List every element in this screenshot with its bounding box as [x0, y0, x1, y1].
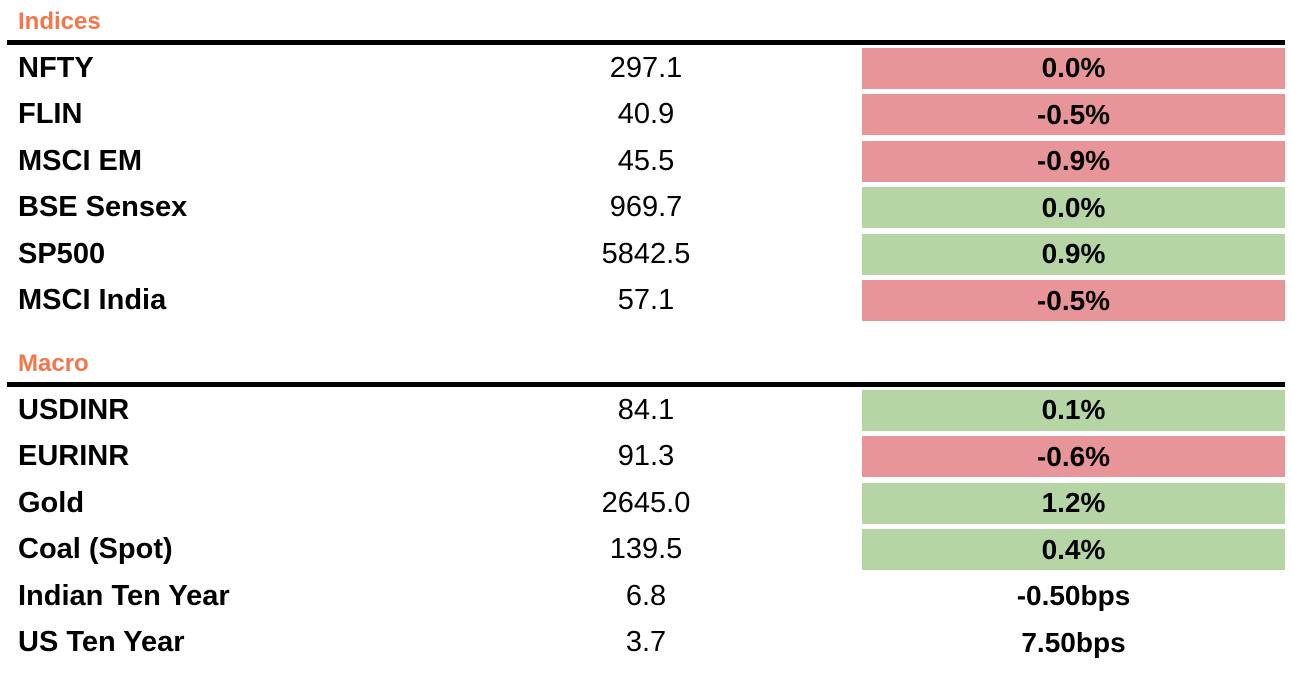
table-row: FLIN 40.9 -0.5%	[7, 92, 1285, 139]
table-row: Indian Ten Year 6.8 -0.50bps	[7, 573, 1285, 620]
section-divider	[7, 40, 1285, 45]
table-row: SP500 5842.5 0.9%	[7, 231, 1285, 278]
row-change: 0.0%	[862, 187, 1285, 229]
row-name: Coal (Spot)	[18, 533, 173, 566]
table-row: BSE Sensex 969.7 0.0%	[7, 185, 1285, 232]
row-name: USDINR	[18, 393, 130, 426]
row-value: 2645.0	[601, 486, 691, 519]
row-name: SP500	[18, 237, 106, 270]
table-row: Coal (Spot) 139.5 0.4%	[7, 527, 1285, 574]
row-change: -0.50bps	[1016, 580, 1131, 612]
row-value: 84.1	[617, 393, 675, 426]
section-indices: Indices NFTY 297.1 0.0% FLIN 40.9 -0.5% …	[0, 8, 1292, 324]
section-divider	[7, 382, 1285, 387]
row-change: 1.2%	[862, 482, 1285, 524]
row-name: EURINR	[18, 440, 130, 473]
row-change: 0.1%	[862, 389, 1285, 431]
row-change: 7.50bps	[1021, 626, 1126, 658]
row-value: 969.7	[609, 191, 683, 224]
row-change: -0.9%	[862, 140, 1285, 182]
table-row: EURINR 91.3 -0.6%	[7, 434, 1285, 481]
table-row: US Ten Year 3.7 7.50bps	[7, 620, 1285, 667]
row-name: BSE Sensex	[18, 191, 188, 224]
row-value: 57.1	[617, 284, 675, 317]
section-rows: NFTY 297.1 0.0% FLIN 40.9 -0.5% MSCI EM …	[7, 45, 1285, 324]
row-value: 297.1	[609, 51, 683, 84]
row-name: FLIN	[18, 98, 83, 131]
row-change: -0.5%	[862, 280, 1285, 322]
table-row: Gold 2645.0 1.2%	[7, 480, 1285, 527]
row-value: 40.9	[617, 98, 675, 131]
row-value: 5842.5	[601, 237, 691, 270]
row-name: Indian Ten Year	[18, 579, 230, 612]
section-title: Indices	[18, 8, 101, 35]
table-row: USDINR 84.1 0.1%	[7, 387, 1285, 434]
table-row: MSCI India 57.1 -0.5%	[7, 278, 1285, 325]
row-value: 45.5	[617, 144, 675, 177]
table-row: NFTY 297.1 0.0%	[7, 45, 1285, 92]
table-row: MSCI EM 45.5 -0.9%	[7, 138, 1285, 185]
row-change: -0.5%	[862, 94, 1285, 136]
row-value: 3.7	[625, 626, 667, 659]
section-macro: Macro USDINR 84.1 0.1% EURINR 91.3 -0.6%…	[0, 350, 1292, 666]
section-rows: USDINR 84.1 0.1% EURINR 91.3 -0.6% Gold …	[7, 387, 1285, 666]
row-name: NFTY	[18, 51, 94, 84]
section-title: Macro	[18, 350, 89, 377]
row-name: MSCI EM	[18, 144, 143, 177]
row-name: US Ten Year	[18, 626, 185, 659]
row-value: 139.5	[609, 533, 683, 566]
row-name: MSCI India	[18, 284, 167, 317]
row-value: 6.8	[625, 579, 667, 612]
row-change: 0.9%	[862, 233, 1285, 275]
row-change: 0.4%	[862, 529, 1285, 571]
row-name: Gold	[18, 486, 85, 519]
row-value: 91.3	[617, 440, 675, 473]
row-change: -0.6%	[862, 436, 1285, 478]
row-change: 0.0%	[862, 47, 1285, 89]
